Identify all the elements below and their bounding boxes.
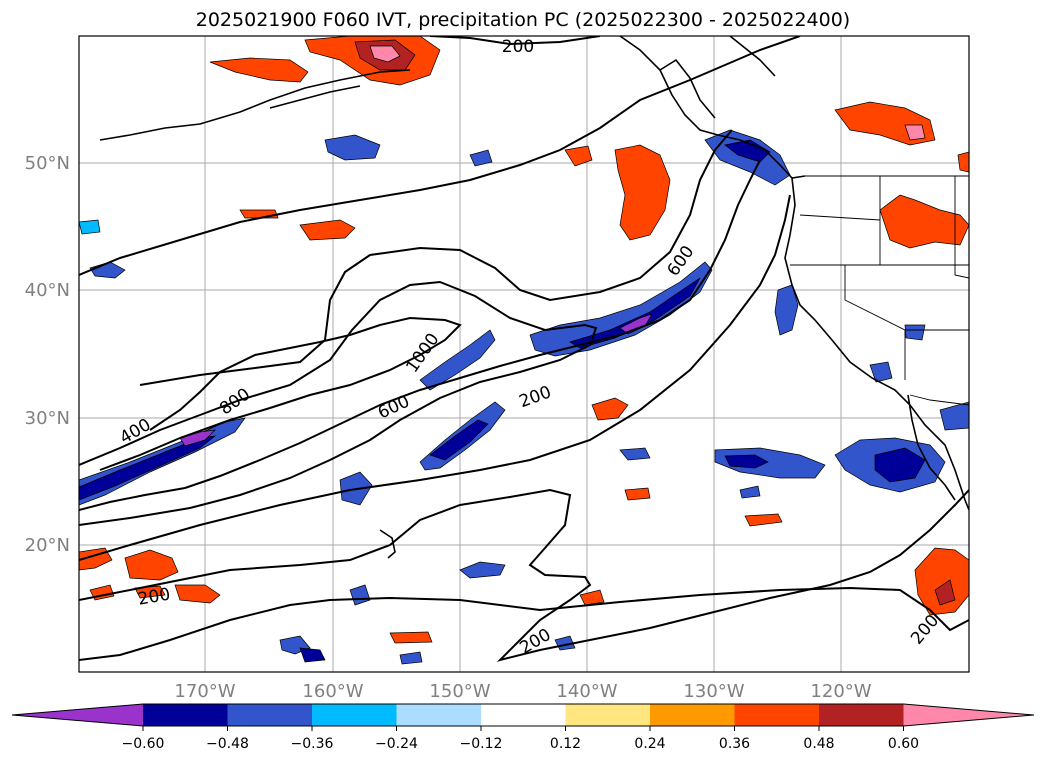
map-panel: 200 400 800 1000 600 200 600 200 200 200 [78, 35, 970, 673]
latitude-labels: 50°N 40°N 30°N 20°N [25, 153, 70, 556]
colorbar-segment [312, 704, 397, 726]
lon-label-120w: 120°W [810, 681, 871, 702]
contour-label: 200 [502, 37, 534, 57]
colorbar-tick-label: −0.60 [122, 736, 165, 752]
colorbar-segment [481, 704, 566, 726]
map-frame [78, 35, 970, 673]
colorbar-tick-label: −0.24 [375, 736, 418, 752]
map-background [79, 36, 969, 672]
longitude-labels: 170°W 160°W 150°W 140°W 130°W 120°W [174, 681, 871, 702]
lat-label-20: 20°N [25, 535, 70, 556]
lon-label-170w: 170°W [174, 681, 235, 702]
colorbar-segment [734, 704, 820, 726]
colorbar-ticks: −0.60 −0.48 −0.36 −0.24 −0.12 0.12 0.24 0.36 0.4… [122, 726, 919, 752]
lon-label-160w: 160°W [302, 681, 363, 702]
figure-title: 2025021900 F060 IVT, precipitation PC (2… [196, 9, 850, 31]
colorbar-segment [143, 704, 228, 726]
lat-label-50: 50°N [25, 153, 70, 174]
lat-label-30: 30°N [25, 408, 70, 429]
lon-label-140w: 140°W [556, 681, 617, 702]
lat-label-40: 40°N [25, 280, 70, 301]
colorbar: −0.60 −0.48 −0.36 −0.24 −0.12 0.12 0.24 0.36 0.4… [11, 703, 1035, 752]
lon-label-150w: 150°W [429, 681, 490, 702]
colorbar-tick-label: 0.24 [634, 736, 665, 752]
precip-negative-areas [79, 129, 969, 665]
colorbar-tick-label: 0.48 [803, 736, 834, 752]
colorbar-segment [227, 704, 313, 726]
colorbar-segments [11, 703, 1035, 727]
colorbar-extend-max [903, 704, 1034, 726]
colorbar-tick-label: 0.36 [719, 736, 750, 752]
colorbar-extend-min [12, 704, 143, 726]
colorbar-segment [565, 704, 651, 726]
colorbar-tick-label: −0.12 [460, 736, 503, 752]
colorbar-tick-label: −0.36 [291, 736, 334, 752]
colorbar-segment [650, 704, 735, 726]
lon-label-130w: 130°W [683, 681, 744, 702]
colorbar-segment [396, 704, 482, 726]
ivt-contours [79, 36, 969, 662]
coastlines [99, 36, 969, 559]
precip-positive-areas [79, 36, 969, 644]
colorbar-tick-label: 0.60 [888, 736, 919, 752]
colorbar-tick-label: −0.48 [206, 736, 249, 752]
political-borders [790, 175, 969, 406]
colorbar-segment [819, 704, 904, 726]
colorbar-tick-label: 0.12 [550, 736, 581, 752]
